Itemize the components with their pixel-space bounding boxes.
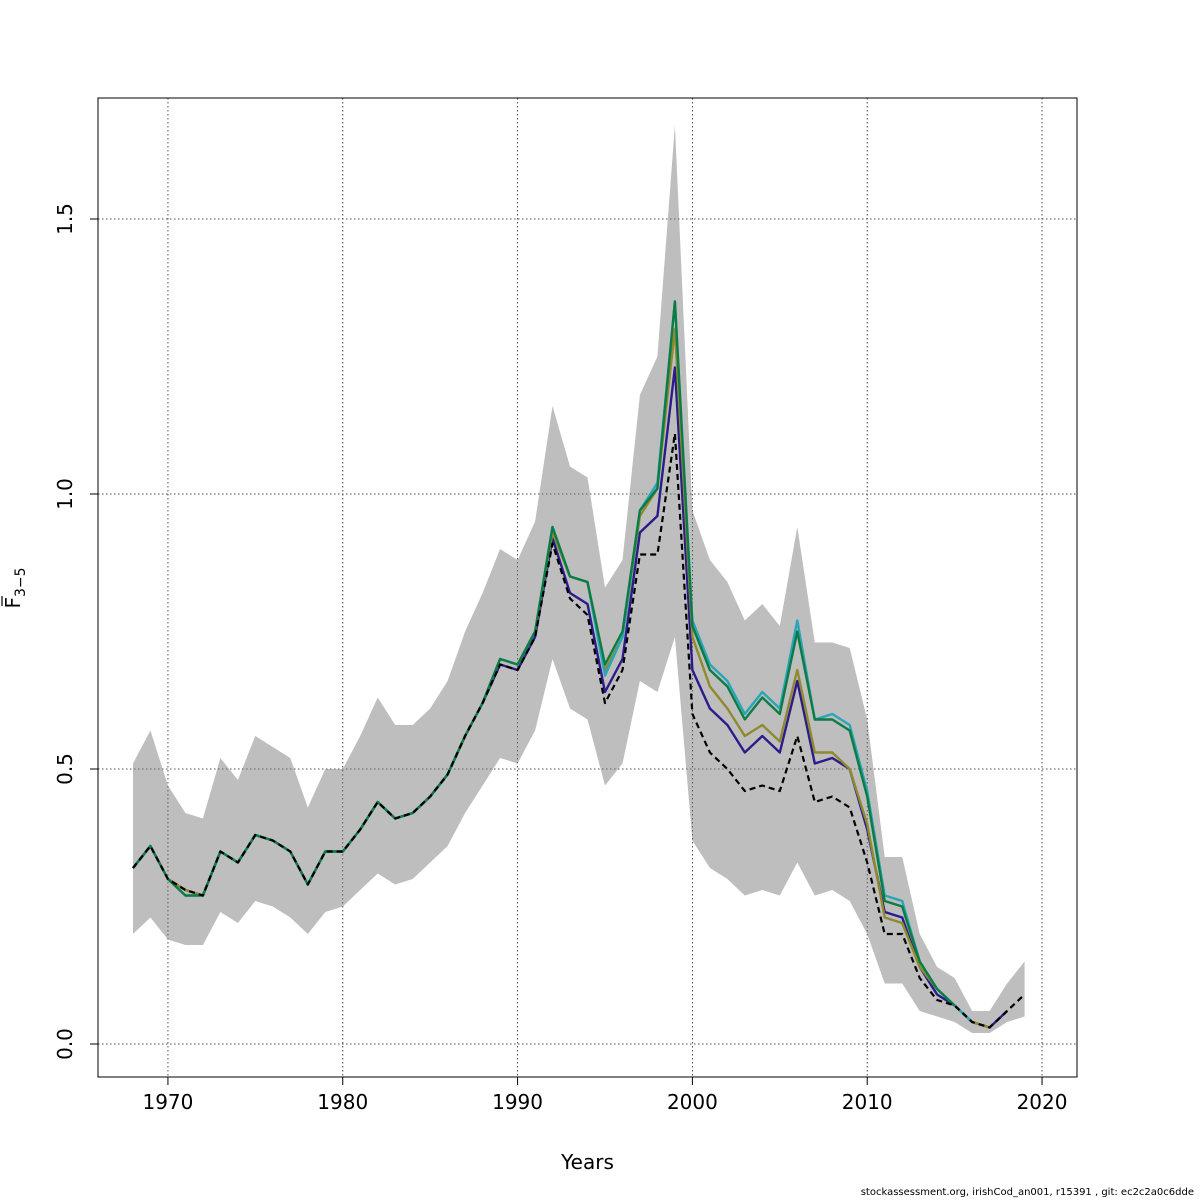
y-tick-label: 0.5 [53, 753, 77, 785]
x-axis-label: Years [560, 1150, 614, 1174]
x-tick-label: 2020 [1017, 1090, 1068, 1114]
plot-frame [97, 97, 1078, 1078]
y-tick-label: 1.5 [53, 203, 77, 235]
y-tick-label: 1.0 [53, 478, 77, 510]
footer-note: stockassessment.org, irishCod_an001, r15… [860, 1187, 1194, 1198]
series-lines [132, 300, 1026, 1029]
x-tick-label: 1980 [317, 1090, 368, 1114]
y-axis: 0.0 0.5 1.0 1.5 [53, 203, 98, 1060]
x-tick-label: 1990 [492, 1090, 543, 1114]
x-tick-label: 2010 [842, 1090, 893, 1114]
x-tick-label: 1970 [142, 1090, 193, 1114]
x-axis: 1970 1980 1990 2000 2010 2020 [142, 1077, 1067, 1114]
y-axis-label-subscript: 3−5 [13, 567, 29, 597]
x-tick-label: 2000 [667, 1090, 718, 1114]
grid-lines-over-band [98, 98, 1077, 1077]
y-tick-label: 0.0 [53, 1028, 77, 1060]
y-axis-label-base: F [1, 597, 25, 609]
y-axis-label: F3−5 [1, 567, 29, 608]
series-line-base [132, 432, 1026, 1029]
